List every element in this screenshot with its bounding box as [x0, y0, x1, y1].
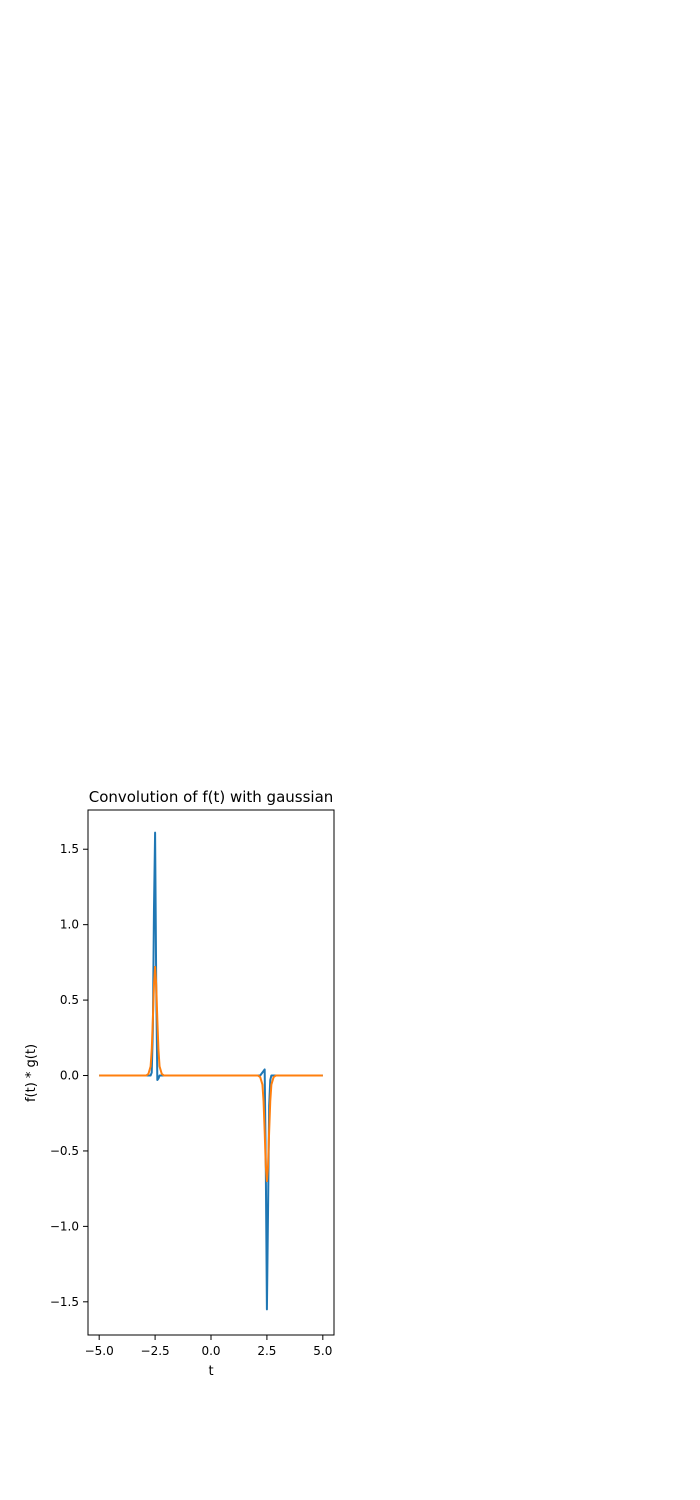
y-tick-label: 0.0: [60, 1069, 79, 1083]
y-tick-label: −0.5: [50, 1144, 79, 1158]
y-tick-label: 1.5: [60, 842, 79, 856]
y-axis-ticks: −1.5 −1.0 −0.5 0.0 0.5 1.0 1.5: [50, 842, 88, 1309]
y-axis-label: f(t) * g(t): [24, 1044, 39, 1102]
x-axis-ticks: −5.0 −2.5 0.0 2.5 5.0: [85, 1335, 332, 1358]
chart-title: Convolution of f(t) with gaussian: [89, 788, 334, 806]
x-tick-label: −5.0: [85, 1344, 114, 1358]
y-tick-label: 1.0: [60, 918, 79, 932]
x-tick-label: 5.0: [313, 1344, 332, 1358]
x-tick-label: −2.5: [141, 1344, 170, 1358]
x-tick-label: 0.0: [201, 1344, 220, 1358]
x-axis-label: t: [208, 1364, 213, 1379]
y-tick-label: −1.5: [50, 1295, 79, 1309]
series-layer: [99, 831, 323, 1311]
y-tick-label: 0.5: [60, 993, 79, 1007]
series-line-2: [99, 965, 323, 1183]
x-tick-label: 2.5: [257, 1344, 276, 1358]
y-tick-label: −1.0: [50, 1219, 79, 1233]
